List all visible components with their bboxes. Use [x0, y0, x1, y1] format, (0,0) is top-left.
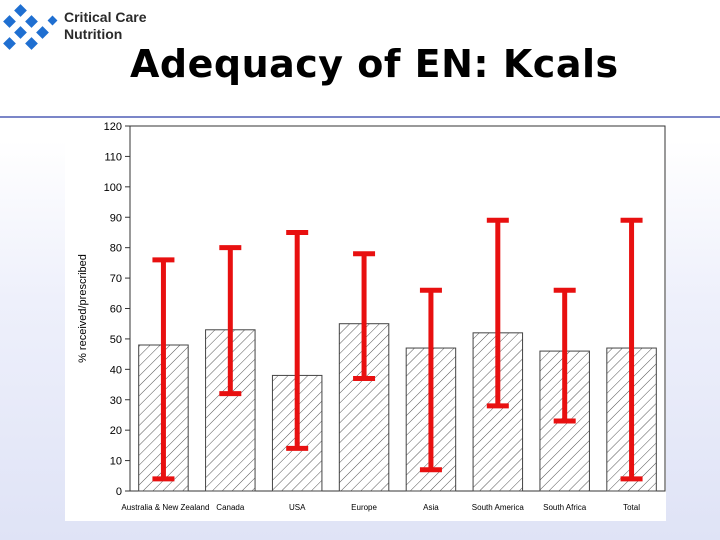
- y-tick-label: 50: [110, 334, 122, 346]
- y-tick-label: 60: [110, 304, 122, 316]
- x-tick-label-6: South Africa: [543, 503, 587, 512]
- y-tick-label: 20: [110, 425, 122, 437]
- critical-care-nutrition-logo: [3, 4, 58, 50]
- x-tick-label-7: Total: [623, 503, 640, 512]
- y-axis-label: % received/prescribed: [77, 254, 89, 363]
- brand-name: Critical Care Nutrition: [64, 9, 146, 43]
- y-tick-label: 80: [110, 243, 122, 255]
- x-tick-label-1: Canada: [216, 503, 245, 512]
- x-tick-label-4: Asia: [423, 503, 439, 512]
- brand-line-1: Critical Care: [64, 9, 147, 25]
- y-tick-label: 90: [110, 212, 122, 224]
- y-tick-label: 0: [116, 486, 122, 498]
- y-tick-label: 110: [104, 151, 122, 163]
- brand-line-2: Nutrition: [64, 26, 123, 42]
- y-tick-label: 70: [110, 273, 122, 285]
- x-tick-label-3: Europe: [351, 503, 377, 512]
- y-tick-label: 100: [104, 182, 122, 194]
- x-tick-label-0: Australia & New Zealand: [121, 503, 209, 512]
- slide-title: Adequacy of EN: Kcals: [130, 42, 619, 86]
- x-tick-label-5: South America: [472, 503, 525, 512]
- y-tick-label: 120: [104, 121, 122, 133]
- y-tick-label: 10: [110, 456, 122, 468]
- y-tick-label: 40: [110, 364, 122, 376]
- x-tick-label-2: USA: [289, 503, 306, 512]
- y-tick-label: 30: [110, 395, 122, 407]
- title-divider: [0, 116, 720, 118]
